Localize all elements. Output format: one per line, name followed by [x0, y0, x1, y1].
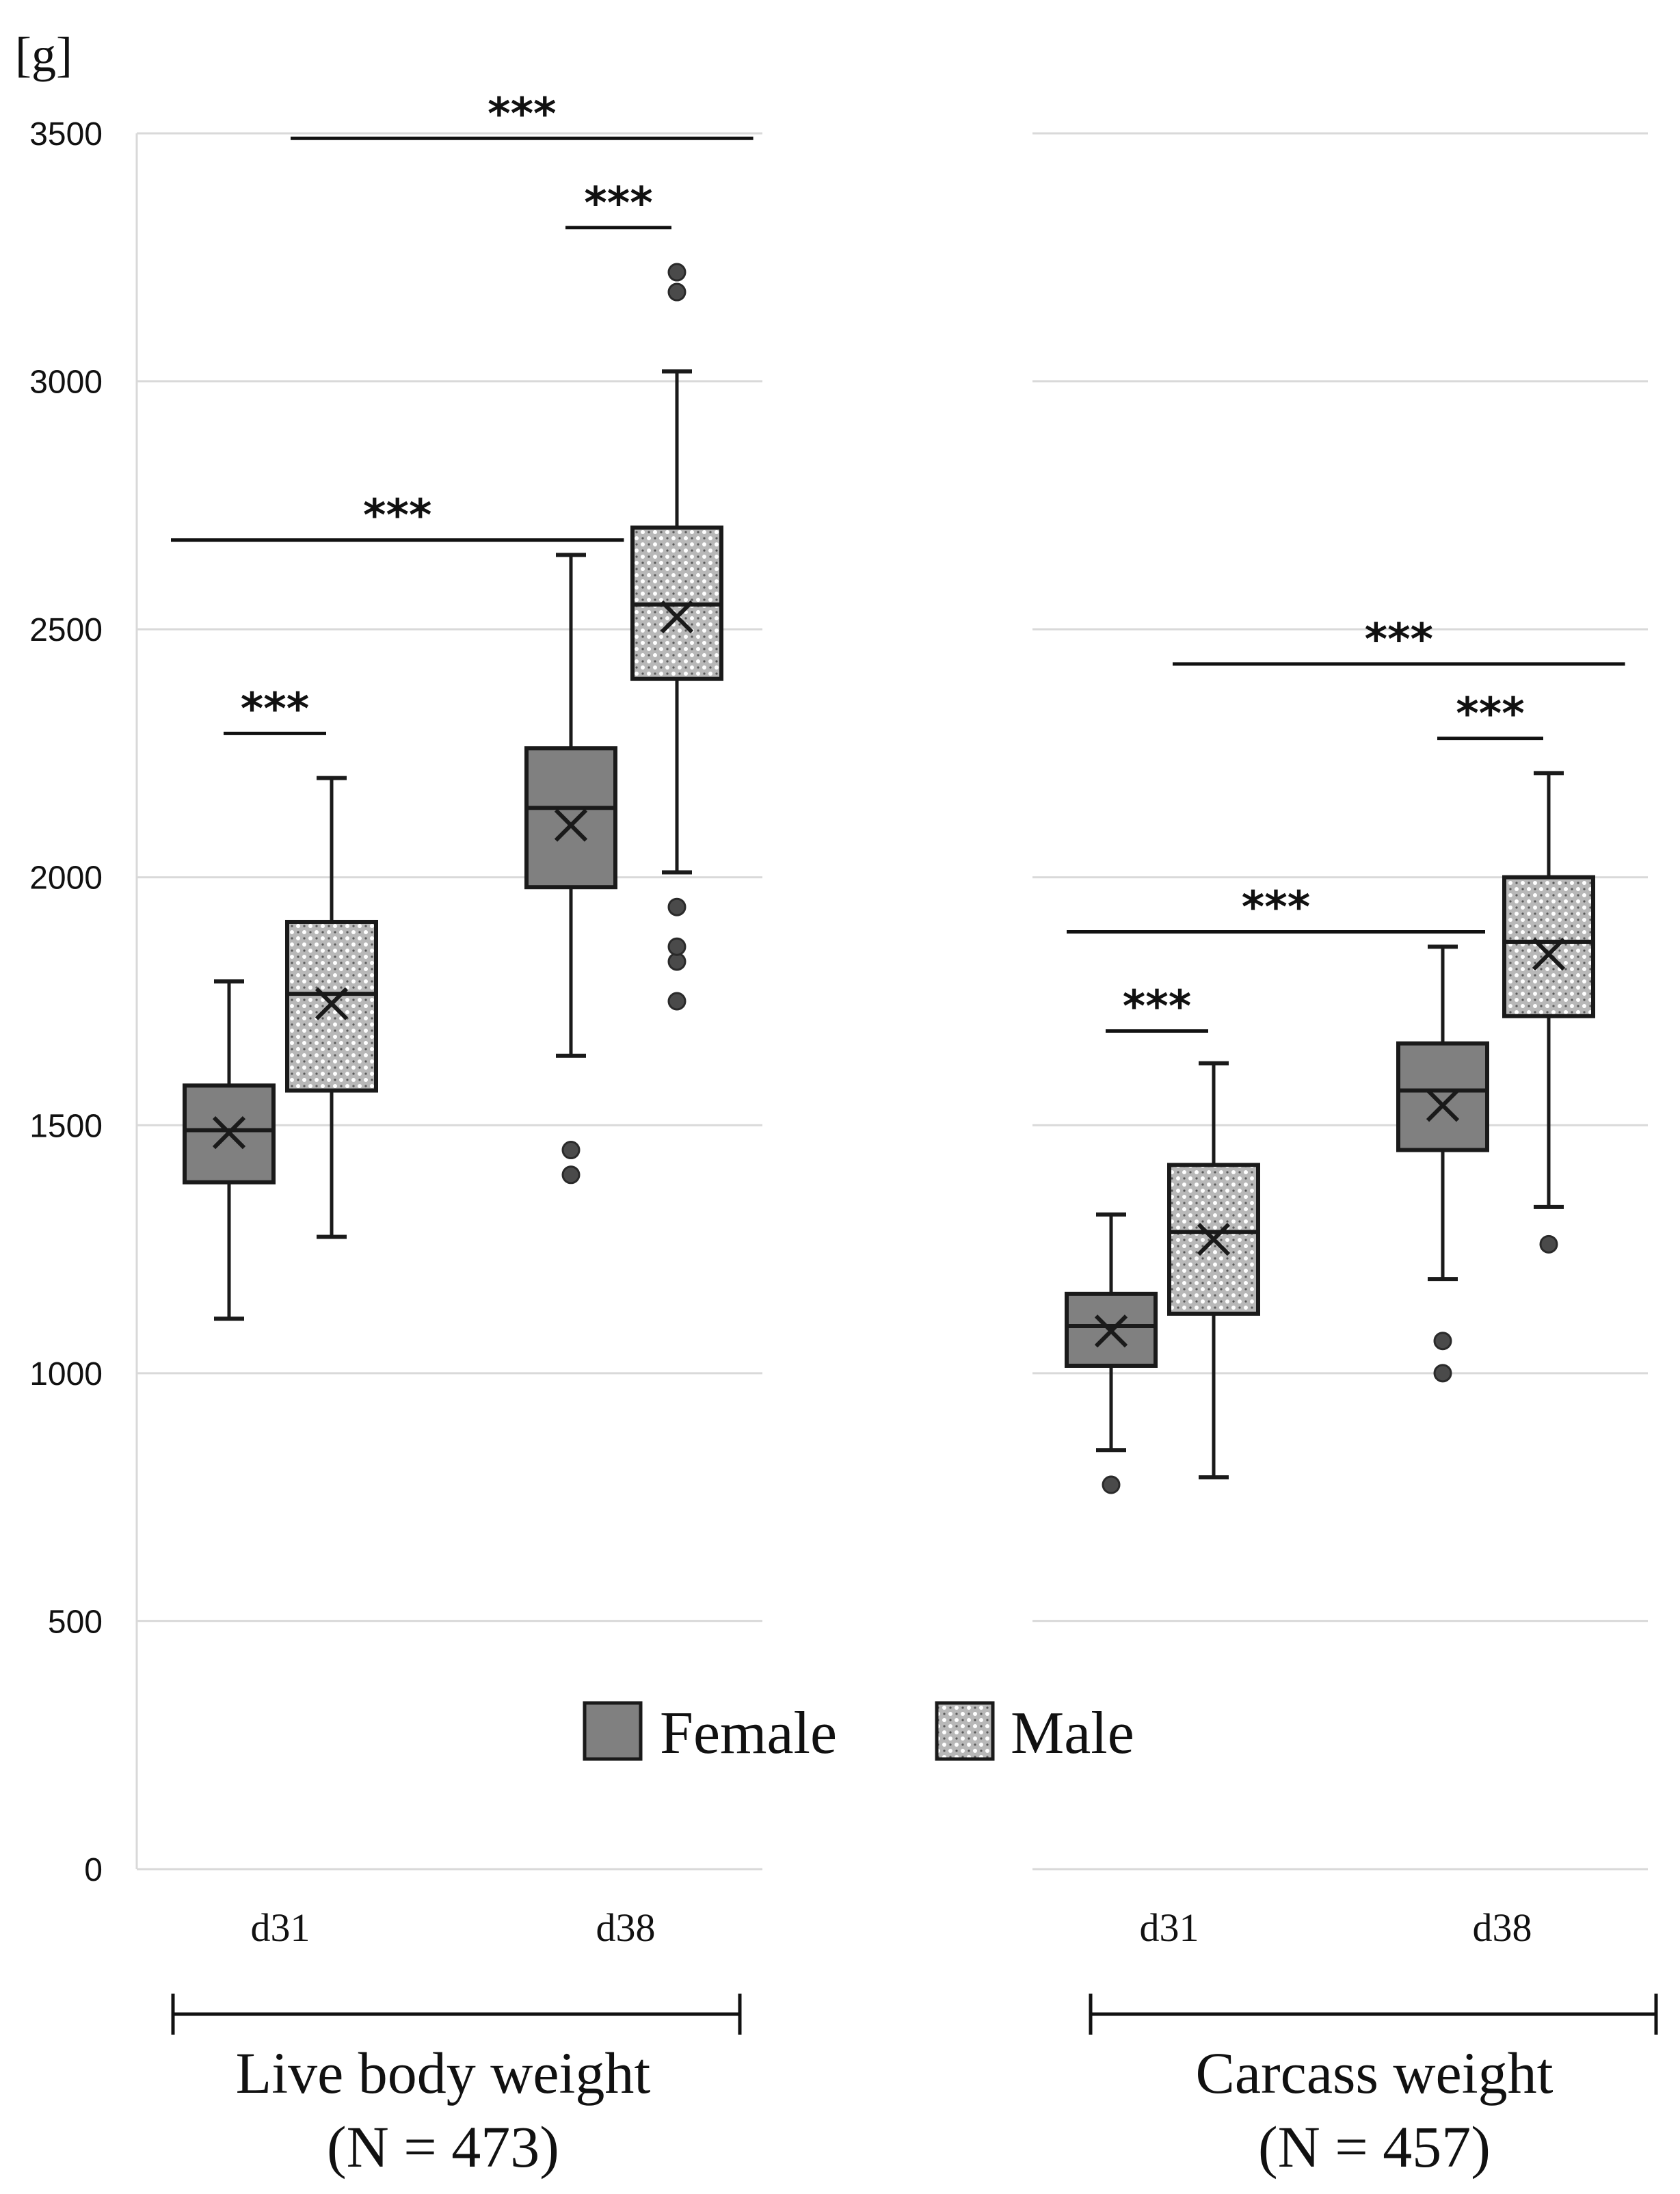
outlier-point [667, 937, 686, 956]
y-tick-label: 1500 [29, 1108, 103, 1144]
panel-title: Carcass weight [1195, 2040, 1553, 2106]
box-d38-female [524, 553, 617, 1185]
y-tick-label: 0 [84, 1852, 103, 1888]
significance-brackets: *** *** *** *** *** *** *** *** [171, 89, 1625, 1033]
significance-stars: *** [363, 491, 431, 542]
y-axis-tick-labels: 3500 3000 2500 2000 1500 1000 500 0 [29, 116, 103, 1888]
outlier-point [667, 282, 686, 302]
mean-marker [1426, 1089, 1460, 1122]
outlier-point [1433, 1332, 1452, 1351]
mean-marker [1532, 937, 1566, 971]
significance-stars: *** [584, 179, 652, 229]
legend-female-label: Female [660, 1700, 837, 1767]
y-tick-label: 2500 [29, 612, 103, 648]
box-d38-male [1502, 771, 1595, 1254]
outlier-point [561, 1165, 581, 1185]
grid-lines [135, 132, 1648, 1871]
mean-marker [660, 600, 694, 634]
outlier-point [667, 992, 686, 1011]
mean-marker [1094, 1314, 1128, 1348]
mean-marker [1197, 1222, 1231, 1256]
legend: Female Male [583, 1700, 1134, 1767]
box-d31-male [285, 776, 378, 1239]
box-d38-female [1396, 944, 1489, 1383]
significance-stars: *** [1123, 982, 1191, 1033]
category-label-d31: d31 [251, 1905, 310, 1950]
category-label-d38: d38 [1473, 1905, 1532, 1950]
panel-n-label: (N = 473) [327, 2114, 559, 2180]
mean-marker [212, 1116, 246, 1150]
box-iqr [1502, 875, 1595, 1018]
category-label-d38: d38 [596, 1905, 656, 1950]
box-d31-female [183, 979, 276, 1321]
panel-title: Live body weight [236, 2040, 651, 2106]
outlier-point [561, 1141, 581, 1160]
legend-male-swatch [935, 1701, 995, 1761]
box-plots [183, 263, 1595, 1494]
legend-female-swatch [583, 1701, 643, 1761]
outlier-point [1433, 1364, 1452, 1383]
significance-stars: *** [488, 89, 556, 140]
significance-stars: *** [1242, 882, 1310, 933]
y-tick-label: 1000 [29, 1356, 103, 1392]
y-tick-label: 3500 [29, 116, 103, 153]
box-iqr [1396, 1041, 1489, 1152]
y-unit-label: [g] [15, 27, 72, 82]
mean-marker [554, 808, 588, 842]
outlier-point [667, 897, 686, 916]
box-d31-female [1065, 1212, 1158, 1494]
y-tick-label: 500 [48, 1604, 103, 1640]
box-d38-male [630, 263, 723, 1011]
category-labels: d31 d38 d31 d38 [251, 1905, 1532, 1950]
category-label-d31: d31 [1140, 1905, 1199, 1950]
y-tick-label: 3000 [29, 365, 103, 401]
significance-stars: *** [1365, 615, 1433, 665]
legend-male-label: Male [1011, 1700, 1134, 1767]
outlier-point [1102, 1475, 1121, 1494]
outlier-point [1539, 1234, 1558, 1254]
significance-stars: *** [1456, 689, 1524, 740]
significance-stars: *** [241, 684, 309, 735]
y-tick-label: 2000 [29, 860, 103, 897]
box-iqr [524, 746, 617, 890]
mean-marker [315, 987, 349, 1020]
box-d31-male [1167, 1061, 1260, 1480]
panel-n-label: (N = 457) [1258, 2114, 1491, 2180]
group-axes: Live body weight (N = 473) Carcass weight (… [171, 1994, 1658, 2180]
outlier-point [667, 263, 686, 282]
box-iqr [183, 1083, 276, 1185]
